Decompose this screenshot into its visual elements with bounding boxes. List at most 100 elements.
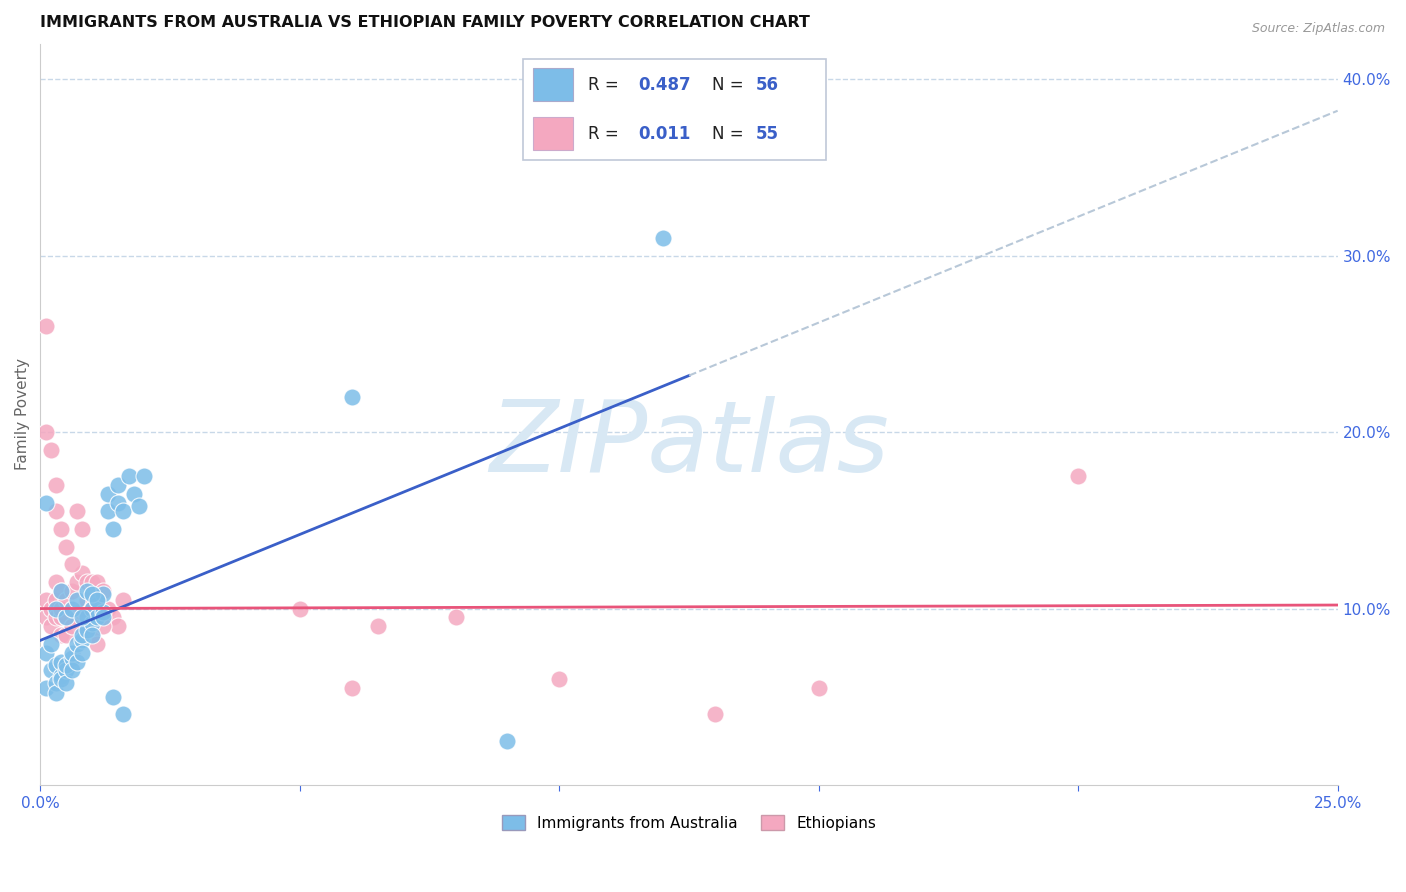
Point <box>60 601 83 615</box>
Point <box>60 619 83 633</box>
Point <box>97 487 120 501</box>
Point <box>70 628 93 642</box>
Point <box>444 610 467 624</box>
Point <box>122 487 145 501</box>
Point <box>97 504 120 518</box>
Point <box>340 390 363 404</box>
Point <box>66 575 89 590</box>
Point <box>55 658 77 673</box>
Point <box>39 619 62 633</box>
Point <box>55 628 77 642</box>
Point <box>76 619 98 633</box>
Point <box>45 504 67 518</box>
Point <box>367 619 389 633</box>
Point <box>55 540 77 554</box>
Point <box>86 637 108 651</box>
Point <box>39 637 62 651</box>
Point <box>112 707 135 722</box>
Text: ZIPatlas: ZIPatlas <box>489 395 889 492</box>
Point <box>82 615 104 630</box>
Bar <box>533 69 572 101</box>
Point <box>288 601 311 615</box>
Point <box>70 566 93 581</box>
Point <box>82 587 104 601</box>
Point <box>82 628 104 642</box>
Point <box>55 610 77 624</box>
Point <box>76 610 98 624</box>
Point <box>70 646 93 660</box>
Point <box>807 681 830 695</box>
Point <box>66 592 89 607</box>
Point <box>91 587 114 601</box>
Point <box>86 610 108 624</box>
Point <box>1067 469 1090 483</box>
Point <box>55 610 77 624</box>
Point <box>82 575 104 590</box>
Point <box>107 619 129 633</box>
Point <box>91 610 114 624</box>
Text: R =: R = <box>588 76 619 94</box>
Point <box>60 646 83 660</box>
Point <box>134 469 156 483</box>
Point <box>66 637 89 651</box>
Point <box>51 601 73 615</box>
Point <box>55 592 77 607</box>
Point <box>39 664 62 678</box>
Point <box>91 619 114 633</box>
Point <box>34 610 56 624</box>
Point <box>101 522 124 536</box>
Point <box>112 504 135 518</box>
Point <box>60 583 83 598</box>
Point <box>45 658 67 673</box>
Point <box>70 601 93 615</box>
Text: N =: N = <box>711 125 744 143</box>
Point <box>45 610 67 624</box>
Point <box>45 601 67 615</box>
Point <box>60 651 83 665</box>
Point <box>51 610 73 624</box>
Point <box>704 707 727 722</box>
Point <box>91 610 114 624</box>
Point <box>652 231 675 245</box>
Point <box>60 664 83 678</box>
Point <box>82 628 104 642</box>
Point <box>86 592 108 607</box>
Y-axis label: Family Poverty: Family Poverty <box>15 359 30 470</box>
Text: 56: 56 <box>755 76 779 94</box>
Point <box>76 583 98 598</box>
Point <box>86 592 108 607</box>
Point <box>39 442 62 457</box>
Point <box>86 575 108 590</box>
Point <box>51 628 73 642</box>
Legend: Immigrants from Australia, Ethiopians: Immigrants from Australia, Ethiopians <box>496 808 882 837</box>
Point <box>66 655 89 669</box>
Point <box>128 499 150 513</box>
Bar <box>533 118 572 150</box>
Point <box>60 601 83 615</box>
Point <box>107 496 129 510</box>
Point <box>45 592 67 607</box>
Point <box>51 668 73 682</box>
Point <box>91 583 114 598</box>
Point <box>66 504 89 518</box>
Point <box>34 646 56 660</box>
Point <box>45 675 67 690</box>
Point <box>55 675 77 690</box>
Point <box>34 319 56 334</box>
Text: Source: ZipAtlas.com: Source: ZipAtlas.com <box>1251 22 1385 36</box>
Point <box>60 558 83 572</box>
Text: 0.011: 0.011 <box>638 125 690 143</box>
Point <box>70 610 93 624</box>
Point <box>91 605 114 619</box>
Point <box>66 610 89 624</box>
Point <box>70 522 93 536</box>
Point <box>51 655 73 669</box>
Point <box>496 734 519 748</box>
Point <box>39 601 62 615</box>
Point <box>76 623 98 637</box>
Text: N =: N = <box>711 76 744 94</box>
Point <box>86 592 108 607</box>
Point <box>82 601 104 615</box>
Point <box>97 601 120 615</box>
Text: R =: R = <box>588 125 619 143</box>
